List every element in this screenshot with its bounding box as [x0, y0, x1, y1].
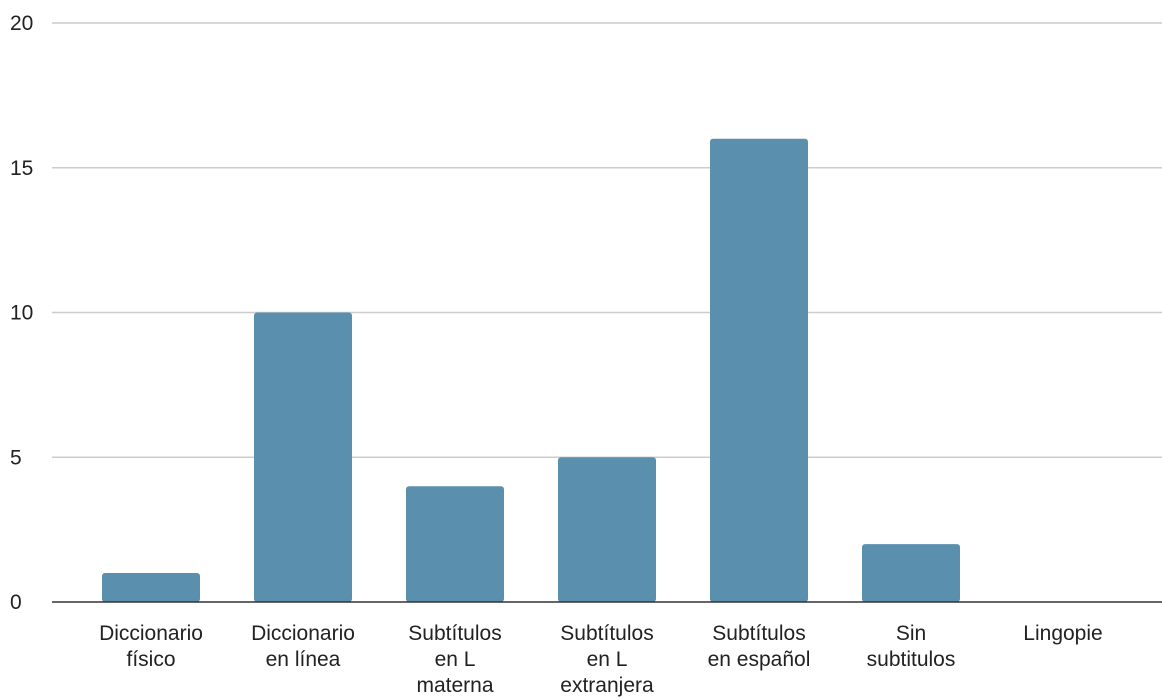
x-category-label: Subtítulos en L materna [408, 622, 501, 697]
bar [254, 312, 352, 602]
x-category-label: Subtítulos en L extranjera [560, 622, 654, 697]
bars [102, 138, 960, 603]
bar [102, 573, 200, 602]
x-category-label: Diccionario físico [99, 622, 203, 671]
x-category-label-line: en L [587, 648, 628, 671]
x-category-label: Diccionario en línea [251, 622, 355, 671]
y-tick-label: 5 [10, 446, 22, 469]
y-tick-label: 20 [10, 12, 33, 35]
bar [862, 544, 960, 602]
x-category-label-line: Subtítulos [408, 622, 501, 645]
x-axis-category-labels: Diccionario físico Diccionario en línea Subt… [99, 622, 1103, 697]
y-tick-label: 10 [10, 302, 33, 325]
x-category-label-line: en español [708, 648, 811, 671]
bar [406, 486, 504, 602]
x-category-label-line: extranjera [560, 674, 654, 697]
x-category-label-line: físico [126, 648, 175, 671]
bar [558, 457, 656, 602]
x-category-label-line: en L [435, 648, 476, 671]
x-category-label-line: Sin [896, 622, 926, 645]
y-tick-label: 15 [10, 157, 33, 180]
x-category-label-line: materna [416, 674, 493, 697]
y-axis-tick-labels: 0 5 10 15 20 [10, 12, 33, 614]
y-tick-label: 0 [10, 591, 22, 614]
x-category-label: Lingopie [1023, 622, 1102, 645]
x-category-label-line: subtitulos [867, 648, 956, 671]
x-category-label-line: Subtítulos [560, 622, 653, 645]
gridlines [52, 22, 1162, 458]
x-category-label-line: Diccionario [251, 622, 355, 645]
x-category-label-line: Subtítulos [712, 622, 805, 645]
x-category-label-line: Lingopie [1023, 622, 1102, 645]
x-category-label: Sin subtitulos [867, 622, 956, 671]
bar [710, 138, 808, 603]
x-category-label-line: Diccionario [99, 622, 203, 645]
x-category-label-line: en línea [266, 648, 341, 671]
x-category-label: Subtítulos en español [708, 622, 811, 671]
